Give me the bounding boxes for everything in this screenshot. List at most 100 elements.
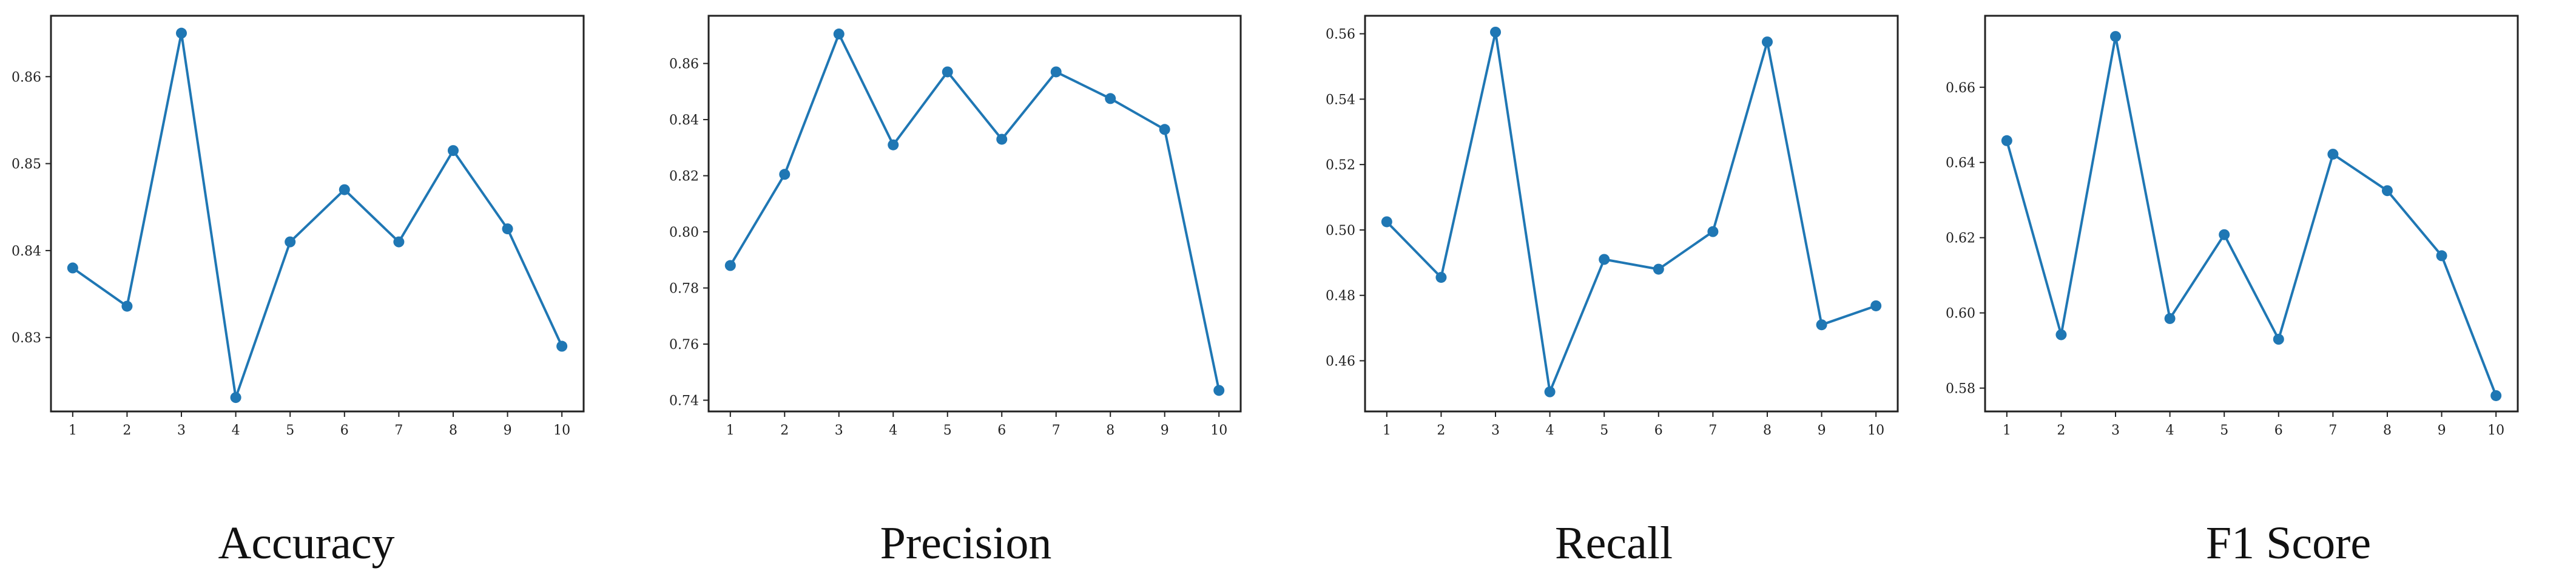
recall-chart: 1 2 3 4 5 6 7 8 9 10 0.46 0.48 0.50 0.52 0.54 0.56 Recal… bbox=[1326, 15, 1899, 569]
recall-y-tick-label: 0.50 bbox=[1326, 223, 1355, 238]
precision-data-point bbox=[1159, 124, 1170, 135]
f1-score-y-tick-label: 0.62 bbox=[1946, 231, 1975, 246]
f1-score-series-line bbox=[2005, 35, 2498, 396]
accuracy-data-point bbox=[393, 236, 405, 248]
recall-y-tick-label: 0.56 bbox=[1326, 27, 1355, 42]
accuracy-x-tick-label: 5 bbox=[286, 423, 294, 438]
accuracy-x-tick-label: 1 bbox=[69, 423, 77, 438]
precision-plot-frame bbox=[707, 15, 1242, 413]
recall-x-tick-label: 10 bbox=[1867, 423, 1884, 438]
recall-caption: Recall bbox=[1555, 518, 1673, 569]
accuracy-y-tick-label: 0.86 bbox=[12, 70, 41, 85]
accuracy-data-point bbox=[447, 145, 459, 157]
precision-x-tick-label: 9 bbox=[1161, 423, 1169, 438]
recall-x-tick-label: 3 bbox=[1491, 423, 1500, 438]
f1-score-x-tick-label: 1 bbox=[2003, 423, 2011, 438]
recall-series-line bbox=[1386, 30, 1876, 393]
accuracy-plot-frame bbox=[50, 15, 585, 413]
f1-score-data-point bbox=[2110, 31, 2122, 42]
accuracy-data-point bbox=[556, 340, 568, 352]
f1-score-data-point bbox=[2001, 135, 2012, 146]
precision-y-tick-label: 0.84 bbox=[669, 113, 699, 128]
f1-score-plot-frame bbox=[1984, 15, 2519, 413]
precision-x-tick-label: 5 bbox=[943, 423, 952, 438]
precision-y-tick-label: 0.80 bbox=[669, 225, 699, 240]
recall-data-point bbox=[1761, 36, 1773, 48]
recall-y-tick-label: 0.52 bbox=[1326, 158, 1355, 173]
f1-score-data-point bbox=[2055, 329, 2067, 340]
f1-score-x-tick-label: 2 bbox=[2057, 423, 2065, 438]
precision-series-line bbox=[729, 33, 1221, 391]
recall-x-tick-label: 4 bbox=[1546, 423, 1554, 438]
accuracy-x-tick-label: 4 bbox=[232, 423, 240, 438]
accuracy-data-point bbox=[67, 262, 78, 274]
recall-data-point bbox=[1435, 272, 1447, 283]
precision-x-tick-label: 2 bbox=[780, 423, 789, 438]
recall-y-tick-label: 0.54 bbox=[1326, 92, 1355, 107]
precision-y-tick-label: 0.86 bbox=[669, 57, 699, 72]
accuracy-x-tick-label: 8 bbox=[449, 423, 457, 438]
recall-x-tick-label: 8 bbox=[1763, 423, 1772, 438]
precision-y-tick-label: 0.82 bbox=[669, 169, 699, 184]
precision-y-tick-label: 0.74 bbox=[669, 394, 699, 409]
accuracy-x-tick-label: 9 bbox=[504, 423, 512, 438]
f1-score-y-tick-label: 0.60 bbox=[1946, 306, 1975, 322]
f1-score-x-tick-label: 5 bbox=[2220, 423, 2228, 438]
accuracy-x-tick-label: 7 bbox=[394, 423, 403, 438]
precision-x-tick-label: 7 bbox=[1052, 423, 1060, 438]
accuracy-y-tick-label: 0.83 bbox=[12, 331, 41, 346]
recall-plot-frame bbox=[1364, 15, 1899, 413]
f1-score-data-point bbox=[2381, 185, 2393, 197]
f1-score-data-point bbox=[2219, 229, 2230, 240]
f1-score-data-point bbox=[2327, 149, 2339, 160]
f1-score-x-tick-label: 6 bbox=[2274, 423, 2283, 438]
accuracy-data-point bbox=[176, 27, 187, 39]
recall-x-tick-label: 2 bbox=[1437, 423, 1445, 438]
precision-x-tick-label: 6 bbox=[997, 423, 1006, 438]
precision-caption: Precision bbox=[880, 518, 1052, 569]
precision-data-point bbox=[1050, 66, 1062, 78]
f1-score-y-tick-label: 0.58 bbox=[1946, 382, 1975, 397]
recall-y-tick-label: 0.48 bbox=[1326, 289, 1355, 304]
accuracy-x-tick-label: 3 bbox=[177, 423, 186, 438]
f1-score-chart: 1 2 3 4 5 6 7 8 9 10 0.58 0.60 0.62 0.64 0.66 F1 Score bbox=[1946, 15, 2519, 569]
precision-x-tick-label: 1 bbox=[726, 423, 735, 438]
accuracy-data-point bbox=[285, 236, 296, 248]
f1-score-y-tick-label: 0.66 bbox=[1946, 81, 1975, 96]
precision-data-point bbox=[724, 260, 736, 271]
recall-x-tick-label: 7 bbox=[1708, 423, 1717, 438]
accuracy-y-tick-label: 0.84 bbox=[12, 244, 41, 259]
recall-data-point bbox=[1381, 216, 1392, 228]
recall-data-point bbox=[1599, 254, 1610, 265]
f1-score-data-point bbox=[2490, 390, 2502, 401]
f1-score-x-tick-label: 8 bbox=[2383, 423, 2392, 438]
f1-score-y-tick-label: 0.64 bbox=[1946, 156, 1975, 171]
f1-score-x-tick-label: 10 bbox=[2487, 423, 2504, 438]
accuracy-series-line bbox=[72, 32, 564, 399]
precision-data-point bbox=[1213, 385, 1225, 396]
recall-data-point bbox=[1870, 300, 1882, 311]
f1-score-x-tick-label: 4 bbox=[2166, 423, 2174, 438]
precision-data-point bbox=[1105, 93, 1116, 104]
precision-data-point bbox=[942, 66, 953, 78]
precision-chart: 1 2 3 4 5 6 7 8 9 10 0.74 0.76 0.78 0.80 0.82 0.84 0.86 P… bbox=[669, 15, 1242, 569]
recall-data-point bbox=[1490, 26, 1502, 38]
precision-data-point bbox=[888, 139, 899, 150]
precision-y-tick-label: 0.76 bbox=[669, 337, 699, 353]
recall-x-tick-label: 6 bbox=[1654, 423, 1663, 438]
f1-score-x-tick-label: 9 bbox=[2438, 423, 2446, 438]
recall-y-tick-label: 0.46 bbox=[1326, 354, 1355, 369]
recall-data-point bbox=[1816, 319, 1827, 331]
precision-x-tick-label: 4 bbox=[889, 423, 897, 438]
accuracy-chart: 1 2 3 4 5 6 7 8 9 10 0.83 0.84 0.85 0.86 Accuracy bbox=[12, 15, 585, 569]
f1-score-x-tick-label: 7 bbox=[2328, 423, 2337, 438]
recall-data-point bbox=[1544, 386, 1556, 397]
precision-x-tick-label: 3 bbox=[835, 423, 843, 438]
recall-x-tick-label: 1 bbox=[1383, 423, 1391, 438]
accuracy-x-tick-label: 6 bbox=[340, 423, 349, 438]
f1-score-data-point bbox=[2273, 334, 2284, 345]
precision-x-tick-label: 10 bbox=[1210, 423, 1227, 438]
recall-data-point bbox=[1707, 226, 1719, 237]
recall-x-tick-label: 5 bbox=[1600, 423, 1608, 438]
